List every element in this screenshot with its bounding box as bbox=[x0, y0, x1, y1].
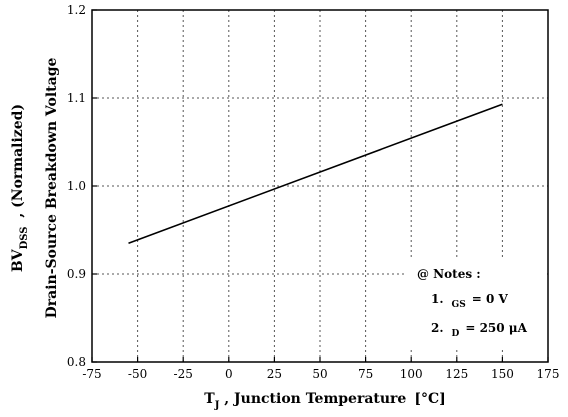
x-tick-label: 175 bbox=[537, 367, 560, 381]
series bbox=[129, 104, 503, 243]
note-2-subscript: D bbox=[452, 329, 460, 339]
y-tick-label: 0.8 bbox=[67, 355, 86, 369]
note-2-number: 2. bbox=[431, 321, 444, 335]
x-label-symbol: T bbox=[204, 391, 215, 407]
note-2-value: = 250 μA bbox=[465, 321, 527, 335]
y-tick-label: 1.2 bbox=[67, 3, 86, 17]
y-tick-label: 1.1 bbox=[67, 91, 86, 105]
x-axis-label: TJ , Junction Temperature [°C] bbox=[204, 391, 445, 411]
y-tick-label: 1.0 bbox=[67, 179, 86, 193]
x-tick-label: -75 bbox=[82, 367, 101, 381]
x-tick-label: 75 bbox=[358, 367, 373, 381]
y-label-subscript: DSS bbox=[19, 226, 30, 249]
x-tick-label: 150 bbox=[491, 367, 514, 381]
y-label-symbol: BV bbox=[10, 248, 26, 272]
x-tick-label: 50 bbox=[312, 367, 327, 381]
note-1-subscript: GS bbox=[452, 300, 466, 310]
y-tick-label: 0.9 bbox=[67, 267, 86, 281]
x-tick-label: 25 bbox=[267, 367, 282, 381]
y-label-text: , (Normalized) bbox=[10, 104, 26, 223]
notes-box: @ Notes : 1. GS = 0 V 2. D = 250 μA bbox=[405, 258, 545, 350]
x-label-unit: [°C] bbox=[414, 391, 445, 407]
notes-title: @ Notes : bbox=[417, 267, 481, 281]
note-1-value: = 0 V bbox=[472, 292, 509, 306]
x-tick-label: 0 bbox=[225, 367, 233, 381]
x-tick-label: -50 bbox=[128, 367, 147, 381]
x-label-text: , Junction Temperature bbox=[219, 391, 406, 407]
y-axis-label: BVDSS , (Normalized) bbox=[10, 104, 30, 272]
x-tick-label: -25 bbox=[174, 367, 193, 381]
y-axis-label-line2: Drain-Source Breakdown Voltage bbox=[44, 58, 60, 319]
x-tick-label: 125 bbox=[445, 367, 468, 381]
note-1-number: 1. bbox=[431, 292, 444, 306]
series-line bbox=[129, 104, 503, 243]
x-tick-label: 100 bbox=[400, 367, 423, 381]
